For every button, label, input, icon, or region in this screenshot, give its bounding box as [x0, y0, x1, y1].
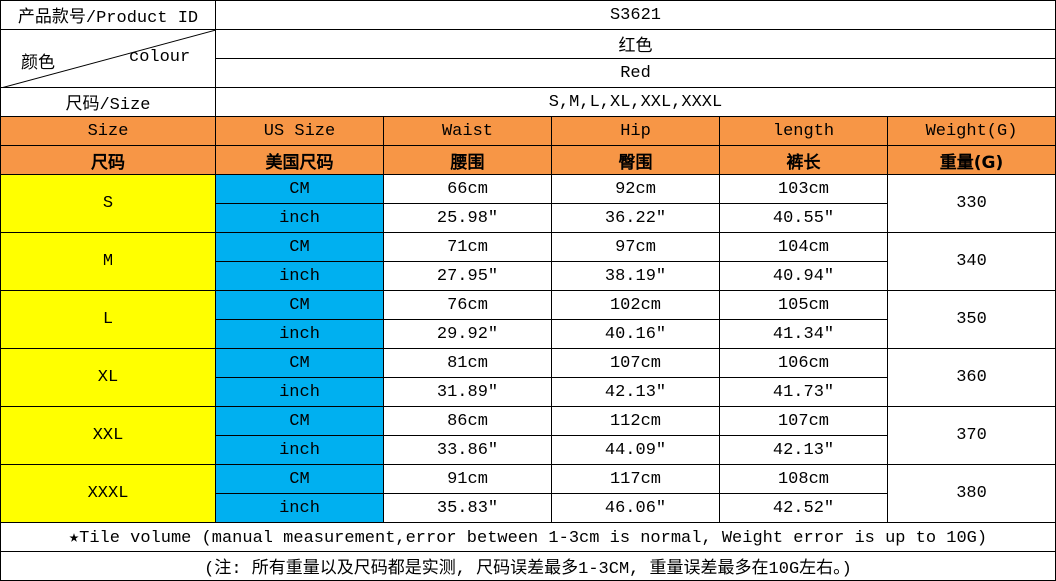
measure-cell: 81cm: [383, 348, 552, 378]
weight-cell: 370: [887, 406, 1056, 465]
measure-cell: 36.22″: [551, 203, 720, 233]
column-header-cn: 重量(G): [887, 145, 1056, 175]
column-header-en: US Size: [215, 116, 384, 146]
weight-cell: 330: [887, 174, 1056, 233]
colour-label-en: colour: [129, 48, 191, 67]
measure-cell: 107cm: [719, 406, 888, 436]
measure-cell: 105cm: [719, 290, 888, 320]
measure-cell: 97cm: [551, 232, 720, 262]
size-cell: M: [0, 232, 216, 291]
measure-cell: 117cm: [551, 464, 720, 494]
unit-cell: CM: [215, 406, 384, 436]
column-header-cn: 裤长: [719, 145, 888, 175]
measure-cell: 44.09″: [551, 435, 720, 465]
column-header-en: Size: [0, 116, 216, 146]
column-header-en: Waist: [383, 116, 552, 146]
measure-cell: 40.55″: [719, 203, 888, 233]
product-id-label: 产品款号/Product ID: [0, 0, 216, 30]
colour-label-cn: 颜色: [21, 55, 55, 74]
diagonal: [2, 30, 215, 87]
measure-cell: 76cm: [383, 290, 552, 320]
measure-cell: 112cm: [551, 406, 720, 436]
product-id: S3621: [215, 0, 1056, 30]
unit-cell: CM: [215, 348, 384, 378]
measure-cell: 71cm: [383, 232, 552, 262]
size-cell: XL: [0, 348, 216, 407]
measure-cell: 40.16″: [551, 319, 720, 349]
measure-cell: 102cm: [551, 290, 720, 320]
weight-cell: 380: [887, 464, 1056, 523]
measure-cell: 91cm: [383, 464, 552, 494]
size-cell: XXL: [0, 406, 216, 465]
colour-en: Red: [215, 58, 1056, 88]
unit-cell: CM: [215, 174, 384, 204]
measure-cell: 25.98″: [383, 203, 552, 233]
measure-cell: 42.13″: [551, 377, 720, 407]
measure-cell: 106cm: [719, 348, 888, 378]
measure-cell: 40.94″: [719, 261, 888, 291]
column-header-en: length: [719, 116, 888, 146]
unit-cell: inch: [215, 493, 384, 523]
measure-cell: 27.95″: [383, 261, 552, 291]
size-cell: L: [0, 290, 216, 349]
column-header-cn: 尺码: [0, 145, 216, 175]
unit-cell: CM: [215, 290, 384, 320]
measure-cell: 104cm: [719, 232, 888, 262]
measure-cell: 41.73″: [719, 377, 888, 407]
weight-cell: 350: [887, 290, 1056, 349]
column-header-cn: 美国尺码: [215, 145, 384, 175]
unit-cell: inch: [215, 203, 384, 233]
size-label: 尺码/Size: [0, 87, 216, 117]
unit-cell: inch: [215, 319, 384, 349]
unit-cell: CM: [215, 232, 384, 262]
measure-cell: 31.89″: [383, 377, 552, 407]
size-cell: XXXL: [0, 464, 216, 523]
column-header-en: Hip: [551, 116, 720, 146]
weight-cell: 340: [887, 232, 1056, 291]
measure-cell: 38.19″: [551, 261, 720, 291]
column-header-en: Weight(G): [887, 116, 1056, 146]
measure-cell: 103cm: [719, 174, 888, 204]
unit-cell: CM: [215, 464, 384, 494]
measure-cell: 29.92″: [383, 319, 552, 349]
measure-cell: 42.52″: [719, 493, 888, 523]
colour-cn: 红色: [215, 29, 1056, 59]
column-header-cn: 腰围: [383, 145, 552, 175]
unit-cell: inch: [215, 261, 384, 291]
measure-cell: 86cm: [383, 406, 552, 436]
note: (注: 所有重量以及尺码都是实测, 尺码误差最多1-3CM, 重量误差最多在10…: [0, 551, 1056, 581]
measure-cell: 92cm: [551, 174, 720, 204]
measure-cell: 33.86″: [383, 435, 552, 465]
unit-cell: inch: [215, 435, 384, 465]
measure-cell: 35.83″: [383, 493, 552, 523]
size-cell: S: [0, 174, 216, 233]
measure-cell: 41.34″: [719, 319, 888, 349]
column-header-cn: 臀围: [551, 145, 720, 175]
measure-cell: 108cm: [719, 464, 888, 494]
weight-cell: 360: [887, 348, 1056, 407]
measure-cell: 46.06″: [551, 493, 720, 523]
colour-label: 颜色 colour: [0, 29, 216, 88]
measure-cell: 107cm: [551, 348, 720, 378]
measure-cell: 66cm: [383, 174, 552, 204]
unit-cell: inch: [215, 377, 384, 407]
measure-cell: 42.13″: [719, 435, 888, 465]
note: ★Tile volume (manual measurement,error b…: [0, 522, 1056, 552]
sizes: S,M,L,XL,XXL,XXXL: [215, 87, 1056, 117]
